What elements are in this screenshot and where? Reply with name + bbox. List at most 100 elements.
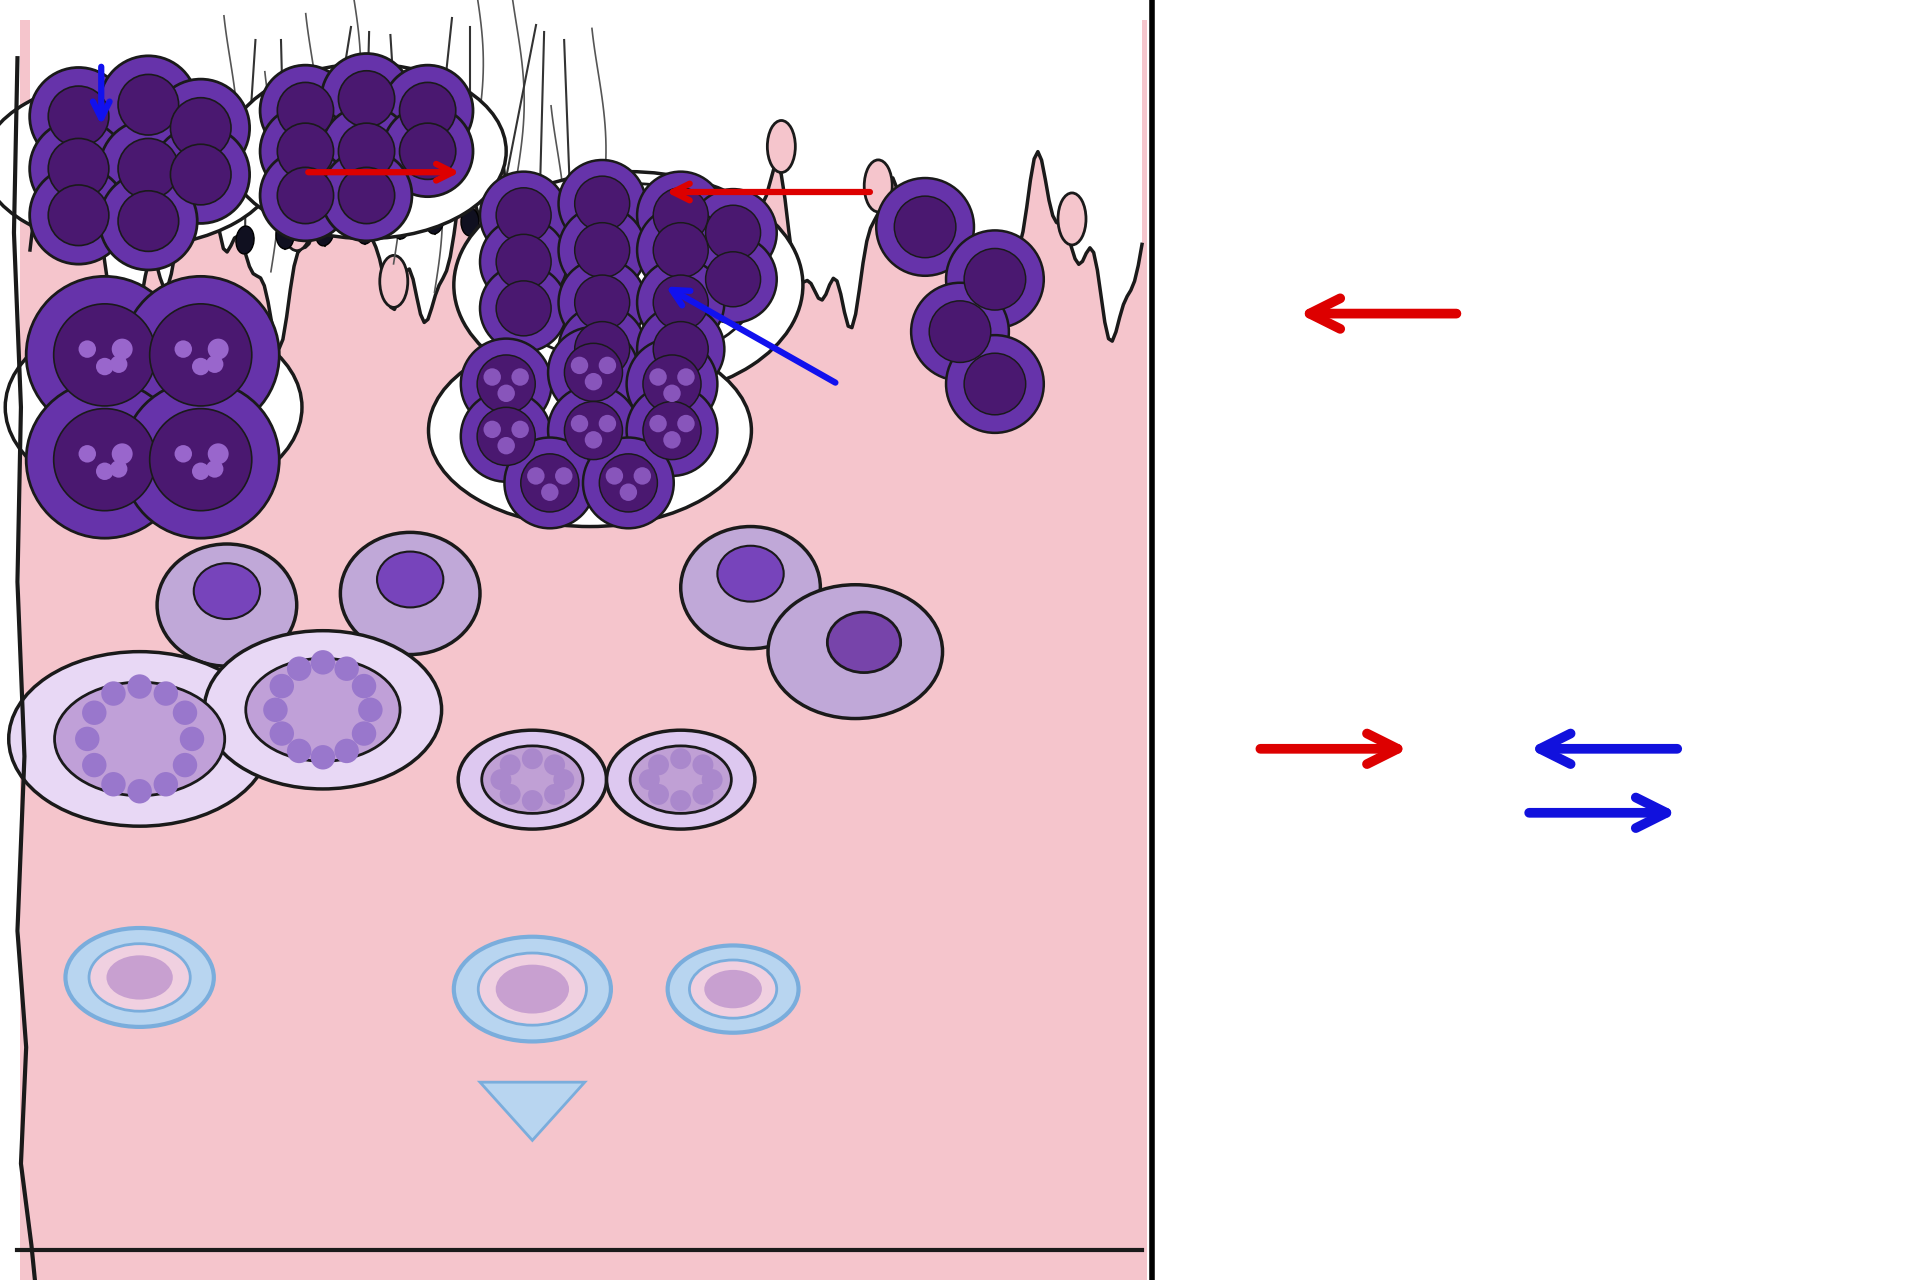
Circle shape <box>599 454 657 512</box>
Ellipse shape <box>493 183 764 364</box>
Circle shape <box>929 301 991 362</box>
Ellipse shape <box>478 954 586 1025</box>
Circle shape <box>620 484 637 500</box>
Circle shape <box>653 275 708 330</box>
Circle shape <box>321 150 413 241</box>
Circle shape <box>311 745 336 769</box>
Circle shape <box>269 673 294 699</box>
Circle shape <box>497 384 515 402</box>
Ellipse shape <box>630 746 732 813</box>
Circle shape <box>382 106 472 197</box>
Circle shape <box>100 120 198 218</box>
Circle shape <box>48 86 109 147</box>
Circle shape <box>653 188 708 243</box>
Circle shape <box>599 415 616 433</box>
Circle shape <box>670 790 691 812</box>
Ellipse shape <box>355 216 374 244</box>
Ellipse shape <box>962 242 989 294</box>
Ellipse shape <box>54 682 225 796</box>
Circle shape <box>334 657 359 681</box>
Ellipse shape <box>670 259 699 311</box>
Ellipse shape <box>236 227 253 253</box>
Circle shape <box>259 106 351 197</box>
Circle shape <box>171 145 230 205</box>
Ellipse shape <box>768 120 795 173</box>
Circle shape <box>637 306 724 393</box>
Circle shape <box>171 97 230 159</box>
Ellipse shape <box>495 965 568 1014</box>
Circle shape <box>649 415 666 433</box>
Circle shape <box>705 252 760 307</box>
Circle shape <box>96 462 113 480</box>
Ellipse shape <box>828 612 900 672</box>
Circle shape <box>637 206 724 294</box>
Circle shape <box>205 356 223 372</box>
Circle shape <box>334 739 359 763</box>
Ellipse shape <box>689 960 778 1018</box>
Circle shape <box>626 339 718 429</box>
Circle shape <box>27 276 182 434</box>
Circle shape <box>678 369 695 385</box>
Circle shape <box>586 372 603 390</box>
Circle shape <box>480 265 566 352</box>
Circle shape <box>570 357 588 374</box>
Ellipse shape <box>453 937 611 1042</box>
Circle shape <box>192 462 209 480</box>
Ellipse shape <box>426 206 444 234</box>
Ellipse shape <box>561 218 580 246</box>
Circle shape <box>693 783 714 805</box>
Circle shape <box>495 280 551 335</box>
Circle shape <box>79 445 96 462</box>
Circle shape <box>559 206 645 294</box>
Circle shape <box>564 402 622 460</box>
Circle shape <box>150 303 252 406</box>
Circle shape <box>895 196 956 257</box>
Circle shape <box>127 675 152 699</box>
Circle shape <box>269 722 294 746</box>
Circle shape <box>100 56 198 154</box>
Ellipse shape <box>204 631 442 788</box>
Circle shape <box>461 339 551 429</box>
Circle shape <box>276 168 334 224</box>
Circle shape <box>117 74 179 134</box>
Ellipse shape <box>157 544 298 666</box>
Circle shape <box>205 461 223 477</box>
Circle shape <box>173 700 198 724</box>
Circle shape <box>83 700 106 724</box>
Circle shape <box>276 82 334 138</box>
Circle shape <box>670 749 691 769</box>
Circle shape <box>173 753 198 777</box>
Circle shape <box>111 443 132 465</box>
Ellipse shape <box>315 218 334 246</box>
Circle shape <box>109 461 127 477</box>
Circle shape <box>511 421 528 438</box>
Circle shape <box>705 205 760 260</box>
Ellipse shape <box>495 211 515 239</box>
Circle shape <box>584 438 674 529</box>
Ellipse shape <box>476 151 505 202</box>
Circle shape <box>29 68 127 165</box>
Circle shape <box>678 415 695 433</box>
Circle shape <box>564 343 622 402</box>
Circle shape <box>495 234 551 289</box>
Circle shape <box>490 769 511 790</box>
Circle shape <box>263 698 288 722</box>
Circle shape <box>520 454 578 512</box>
Circle shape <box>127 780 152 804</box>
Circle shape <box>480 218 566 306</box>
Ellipse shape <box>1058 193 1087 244</box>
Circle shape <box>338 168 396 224</box>
Circle shape <box>547 385 639 476</box>
Circle shape <box>511 369 528 385</box>
Circle shape <box>653 321 708 376</box>
Circle shape <box>637 259 724 346</box>
Circle shape <box>259 65 351 156</box>
Circle shape <box>964 353 1025 415</box>
Ellipse shape <box>461 207 478 236</box>
Ellipse shape <box>88 943 190 1011</box>
Circle shape <box>637 172 724 259</box>
Polygon shape <box>31 0 1142 348</box>
Ellipse shape <box>482 746 584 813</box>
Circle shape <box>338 123 396 179</box>
Ellipse shape <box>246 658 399 762</box>
